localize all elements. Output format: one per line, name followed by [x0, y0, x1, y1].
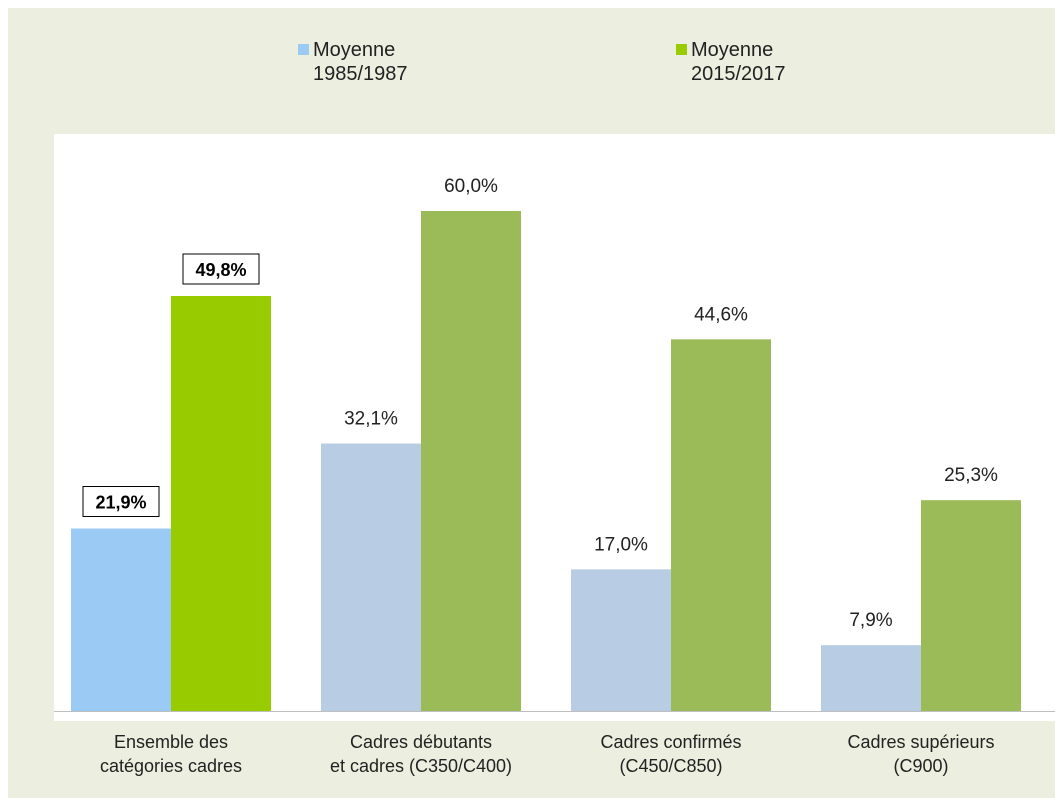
bar-debutants-1985-1987: [321, 443, 421, 711]
legend-label-1985-1987: Moyenne 1985/1987: [313, 39, 408, 85]
x-tick-label-debutants: Cadres débutants et cadres (C350/C400): [329, 732, 513, 776]
data-label-superieurs-1985-1987: 7,9%: [849, 610, 892, 631]
bar-ensemble-1985-1987: [71, 528, 171, 711]
data-label-superieurs-2015-2017: 25,3%: [944, 465, 998, 486]
x-tick-label-confirmes: Cadres confirmés (C450/C850): [600, 732, 742, 776]
legend-swatch-1985-1987: [298, 44, 309, 55]
x-tick-label-superieurs: Cadres supérieurs (C900): [847, 732, 995, 776]
bar-confirmes-2015-2017: [671, 339, 771, 711]
bar-superieurs-1985-1987: [821, 645, 921, 711]
data-label-box-ensemble-1985-1987: 21,9%: [82, 486, 160, 517]
bar-confirmes-1985-1987: [571, 569, 671, 711]
data-label-ensemble-2015-2017: 49,8%: [195, 260, 246, 280]
data-label-confirmes-2015-2017: 44,6%: [694, 304, 748, 325]
bar-debutants-2015-2017: [421, 211, 521, 711]
data-label-ensemble-1985-1987: 21,9%: [95, 493, 146, 513]
data-label-confirmes-1985-1987: 17,0%: [594, 534, 648, 555]
data-label-frame: [182, 253, 260, 285]
legend-swatch-2015-2017: [676, 44, 687, 55]
data-label-frame: [82, 486, 160, 517]
bar-ensemble-2015-2017: [171, 296, 271, 711]
data-label-debutants-2015-2017: 60,0%: [444, 176, 498, 197]
data-label-box-ensemble-2015-2017: 49,8%: [182, 253, 260, 285]
data-label-debutants-1985-1987: 32,1%: [344, 409, 398, 430]
bar-superieurs-2015-2017: [921, 500, 1021, 711]
legend-label-2015-2017: Moyenne 2015/2017: [691, 39, 786, 85]
x-tick-label-ensemble: Ensemble des catégories cadres: [99, 732, 243, 776]
